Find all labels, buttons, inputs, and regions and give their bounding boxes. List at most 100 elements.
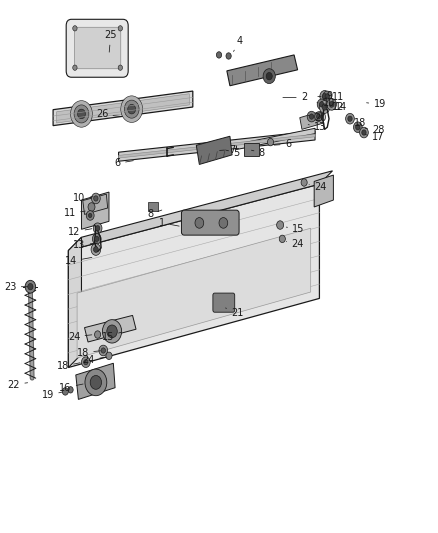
Circle shape [266, 72, 272, 80]
Text: 23: 23 [4, 282, 28, 292]
FancyBboxPatch shape [244, 143, 259, 156]
Circle shape [28, 284, 33, 290]
Circle shape [85, 369, 107, 395]
Circle shape [91, 244, 101, 255]
Circle shape [317, 114, 321, 119]
Circle shape [211, 142, 218, 151]
Circle shape [92, 233, 101, 244]
Circle shape [226, 53, 231, 59]
Text: 18: 18 [348, 118, 366, 128]
Circle shape [99, 345, 108, 356]
Circle shape [263, 69, 276, 84]
Circle shape [118, 26, 123, 31]
Text: 13: 13 [308, 122, 326, 132]
Polygon shape [76, 364, 115, 399]
Text: 4: 4 [233, 36, 243, 52]
Polygon shape [237, 128, 315, 150]
Circle shape [322, 104, 327, 110]
Polygon shape [77, 372, 100, 385]
Circle shape [93, 247, 98, 253]
Circle shape [329, 101, 334, 107]
Text: 20: 20 [308, 112, 326, 123]
Circle shape [322, 93, 327, 99]
Circle shape [62, 387, 68, 395]
Polygon shape [119, 131, 315, 161]
Circle shape [314, 112, 322, 122]
Circle shape [317, 99, 326, 110]
Text: 2: 2 [283, 92, 307, 102]
Polygon shape [196, 136, 232, 165]
Circle shape [319, 101, 330, 114]
Circle shape [219, 217, 228, 228]
Text: 17: 17 [365, 132, 385, 142]
Text: 5: 5 [226, 148, 240, 158]
FancyBboxPatch shape [74, 27, 121, 69]
Text: 24: 24 [68, 332, 92, 342]
Polygon shape [53, 91, 193, 126]
Circle shape [346, 114, 354, 124]
FancyBboxPatch shape [148, 202, 158, 211]
Circle shape [68, 386, 73, 393]
Circle shape [90, 375, 102, 389]
Polygon shape [314, 175, 333, 207]
Text: 10: 10 [73, 193, 93, 204]
Circle shape [93, 223, 102, 233]
FancyBboxPatch shape [181, 210, 239, 235]
Text: 28: 28 [365, 125, 385, 135]
Circle shape [94, 196, 98, 201]
Text: 19: 19 [367, 99, 386, 109]
Polygon shape [68, 171, 332, 251]
Text: 22: 22 [7, 379, 28, 390]
Text: 21: 21 [226, 308, 244, 318]
Circle shape [71, 101, 92, 127]
Circle shape [323, 91, 332, 102]
Text: 26: 26 [96, 109, 120, 119]
Polygon shape [68, 184, 319, 368]
Text: 11: 11 [327, 92, 344, 102]
Circle shape [81, 357, 90, 368]
Circle shape [325, 94, 329, 99]
Circle shape [327, 99, 336, 110]
Circle shape [121, 96, 143, 123]
Polygon shape [77, 228, 311, 358]
Text: 6: 6 [115, 158, 133, 168]
Circle shape [319, 102, 324, 107]
Circle shape [88, 203, 95, 211]
Text: 1: 1 [159, 218, 179, 228]
Text: 14: 14 [65, 256, 92, 266]
Circle shape [353, 122, 362, 133]
Circle shape [360, 127, 368, 138]
Circle shape [95, 236, 99, 241]
Text: 9: 9 [318, 91, 332, 101]
Polygon shape [68, 237, 81, 368]
Circle shape [73, 65, 77, 70]
Circle shape [95, 331, 101, 338]
Circle shape [279, 235, 286, 243]
Polygon shape [57, 94, 189, 123]
Text: 8: 8 [251, 148, 265, 158]
Text: 7: 7 [219, 144, 235, 155]
Text: 25: 25 [105, 30, 117, 52]
Circle shape [78, 109, 85, 119]
Circle shape [356, 125, 360, 130]
Circle shape [107, 325, 117, 338]
Circle shape [301, 179, 307, 186]
Text: 24: 24 [286, 239, 304, 249]
Polygon shape [85, 316, 136, 342]
Polygon shape [81, 192, 109, 229]
Circle shape [118, 65, 123, 70]
Text: 14: 14 [330, 102, 347, 112]
Circle shape [102, 320, 122, 343]
Circle shape [86, 211, 94, 220]
Text: 24: 24 [83, 354, 106, 365]
Circle shape [74, 105, 89, 123]
Circle shape [216, 52, 222, 58]
FancyBboxPatch shape [66, 19, 128, 77]
Text: 6: 6 [274, 139, 291, 149]
Polygon shape [119, 134, 315, 158]
Text: 16: 16 [59, 383, 83, 393]
Circle shape [124, 100, 139, 118]
Text: 8: 8 [147, 209, 162, 220]
Polygon shape [227, 55, 297, 86]
Circle shape [84, 360, 88, 365]
